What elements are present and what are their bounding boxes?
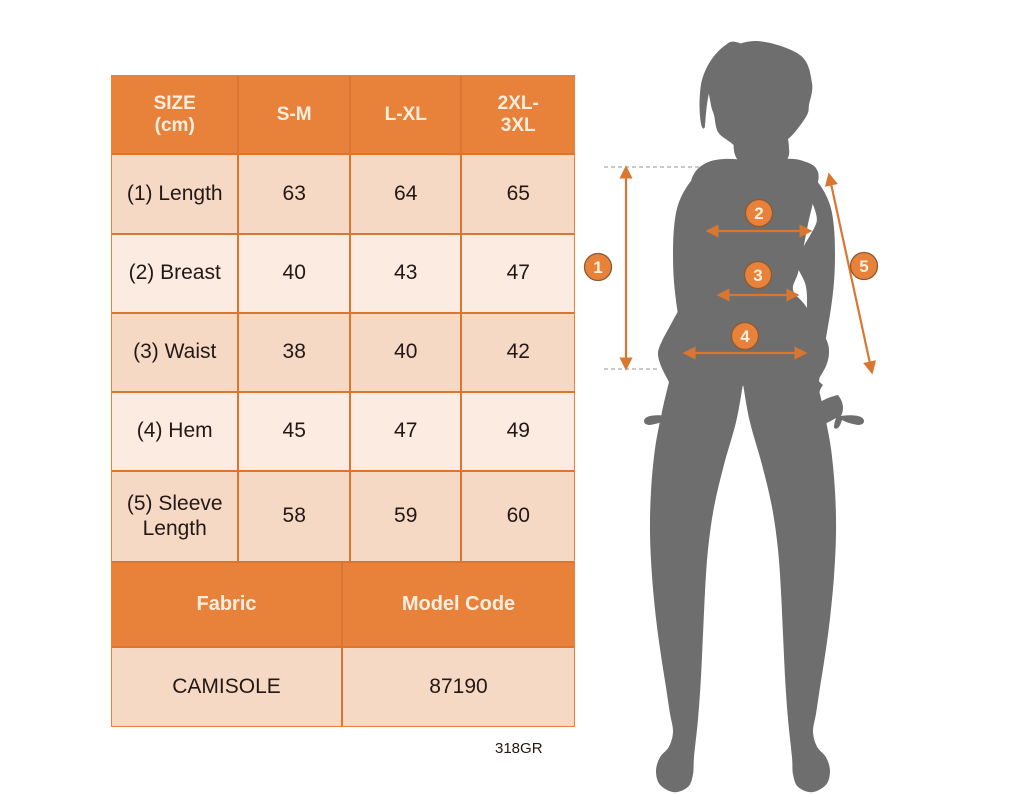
svg-text:5: 5 [859,257,868,276]
svg-text:2: 2 [754,204,763,223]
svg-text:3: 3 [753,266,762,285]
svg-text:4: 4 [740,327,750,346]
svg-text:1: 1 [593,258,602,277]
